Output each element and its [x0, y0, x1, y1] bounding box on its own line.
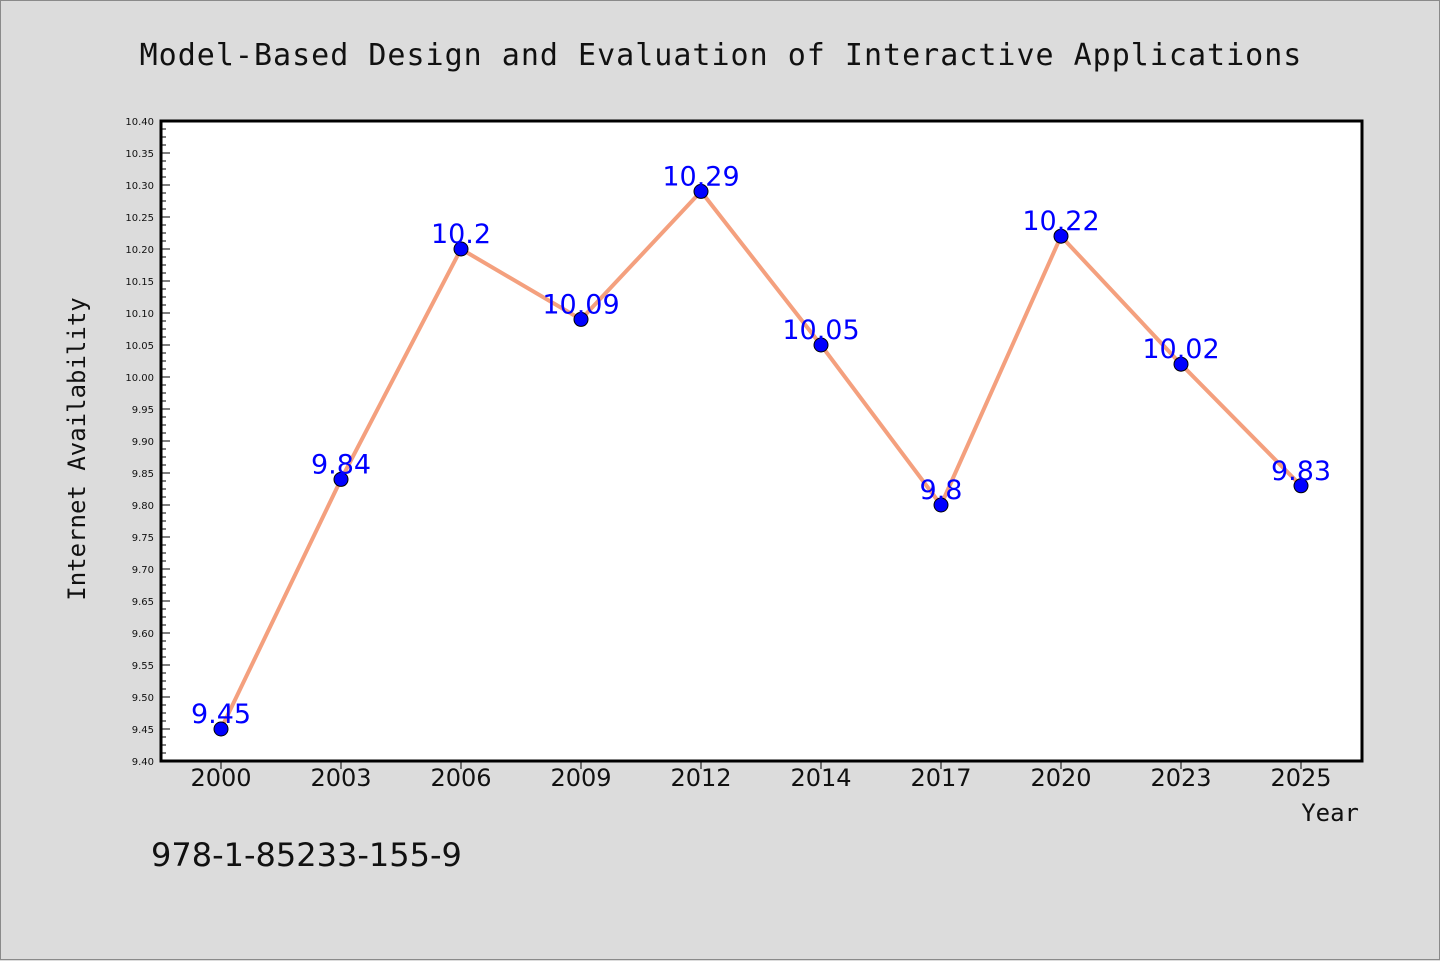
- x-tick-label: 2012: [670, 764, 731, 792]
- y-tick-label: 9.60: [132, 629, 154, 640]
- y-axis: 9.40 9.45 9.50 9.55 9.60 9.65 9.70 9.75 9.80 9.85…: [125, 117, 170, 768]
- x-tick-label: 2023: [1150, 764, 1211, 792]
- x-tick-label: 2025: [1270, 764, 1331, 792]
- data-label: 10.2: [431, 219, 491, 250]
- data-point: [213, 721, 229, 737]
- data-label: 10.22: [1022, 206, 1099, 237]
- data-point: [1053, 228, 1069, 244]
- y-tick-label: 9.45: [132, 725, 154, 736]
- y-tick-label: 10.25: [125, 213, 154, 224]
- y-tick-label: 9.85: [132, 469, 154, 480]
- y-tick-label: 9.65: [132, 597, 154, 608]
- y-tick-label: 9.55: [132, 661, 154, 672]
- y-tick-label: 10.05: [125, 341, 154, 352]
- data-label: 9.8: [920, 475, 963, 506]
- data-label: 9.84: [311, 449, 371, 480]
- y-tick-label: 10.00: [125, 373, 154, 384]
- y-tick-label: 10.35: [125, 149, 154, 160]
- data-point: [1173, 356, 1189, 372]
- x-tick-label: 2020: [1030, 764, 1091, 792]
- y-tick-label: 10.10: [125, 309, 154, 320]
- y-tick-label: 9.50: [132, 693, 154, 704]
- x-tick-label: 2009: [550, 764, 611, 792]
- x-tick-label: 2000: [190, 764, 251, 792]
- x-axis: 2000 2003 2006 2009 2012 2014 2017 2020 2023 2025: [190, 761, 1332, 792]
- chart-title: Model-Based Design and Evaluation of Int…: [140, 38, 1303, 73]
- y-tick-label: 9.95: [132, 405, 154, 416]
- x-axis-title: Year: [1301, 799, 1359, 827]
- data-point: [333, 471, 349, 487]
- data-label: 10.09: [542, 289, 619, 320]
- data-point: [573, 311, 589, 327]
- y-tick-label: 10.40: [125, 117, 154, 128]
- y-tick-label: 9.75: [132, 533, 154, 544]
- series-line: [219, 189, 1303, 730]
- data-point: [1293, 478, 1309, 494]
- y-tick-label: 9.90: [132, 437, 154, 448]
- data-label-layer: 9.45 9.84 10.2 10.09 10.29 10.05 9.8 10.22 10.02…: [191, 161, 1331, 730]
- data-point: [453, 241, 469, 257]
- plot-area: [159, 119, 1364, 763]
- data-point: [693, 183, 709, 199]
- data-label: 9.45: [191, 699, 251, 730]
- data-label: 9.83: [1271, 456, 1331, 487]
- data-point: [813, 337, 829, 353]
- y-tick-label: 10.20: [125, 245, 154, 256]
- data-label: 10.29: [662, 161, 739, 192]
- y-tick-label: 9.40: [132, 757, 154, 768]
- y-axis-title: Internet Availability: [63, 297, 91, 600]
- x-tick-label: 2006: [430, 764, 491, 792]
- y-tick-label: 10.30: [125, 181, 154, 192]
- y-tick-label: 10.15: [125, 277, 154, 288]
- x-tick-label: 2014: [790, 764, 851, 792]
- y-tick-label: 9.80: [132, 501, 154, 512]
- isbn-label: 978-1-85233-155-9: [151, 836, 462, 874]
- data-label: 10.05: [782, 315, 859, 346]
- y-tick-label: 9.70: [132, 565, 154, 576]
- x-tick-label: 2003: [310, 764, 371, 792]
- data-label: 10.02: [1142, 334, 1219, 365]
- series-layer: [213, 183, 1309, 737]
- data-point: [933, 497, 949, 513]
- x-tick-label: 2017: [910, 764, 971, 792]
